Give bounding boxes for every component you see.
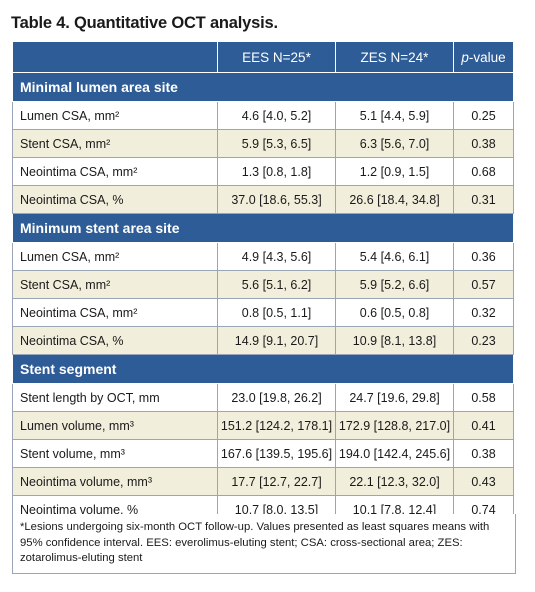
zes-value: 194.0 [142.4, 245.6]	[335, 439, 454, 468]
section-header-row: Minimum stent area site	[12, 213, 514, 243]
header-p-italic: p	[461, 49, 469, 65]
table-body: Minimal lumen area site Lumen CSA, mm² 4.6…	[12, 72, 514, 524]
p-value: 0.43	[453, 467, 514, 496]
table-row: Stent volume, mm³ 167.6 [139.5, 195.6] 194…	[12, 439, 514, 468]
p-value: 0.41	[453, 411, 514, 440]
header-ees: EES N=25*	[217, 41, 336, 73]
ees-value: 0.8 [0.5, 1.1]	[217, 298, 336, 327]
row-label: Lumen CSA, mm²	[12, 242, 218, 271]
row-label: Neointima CSA, mm²	[12, 157, 218, 186]
row-label: Stent CSA, mm²	[12, 129, 218, 158]
p-value: 0.32	[453, 298, 514, 327]
row-label: Stent CSA, mm²	[12, 270, 218, 299]
table-footnote: *Lesions undergoing six-month OCT follow…	[12, 514, 516, 574]
ees-value: 167.6 [139.5, 195.6]	[217, 439, 336, 468]
section-title: Minimum stent area site	[12, 213, 514, 243]
zes-value: 24.7 [19.6, 29.8]	[335, 383, 454, 412]
row-label: Stent length by OCT, mm	[12, 383, 218, 412]
p-value: 0.57	[453, 270, 514, 299]
section-header-row: Minimal lumen area site	[12, 72, 514, 102]
zes-value: 5.1 [4.4, 5.9]	[335, 101, 454, 130]
row-label: Stent volume, mm³	[12, 439, 218, 468]
header-label-cell	[12, 41, 218, 73]
header-p-rest: -value	[468, 49, 506, 65]
row-label: Neointima CSA, %	[12, 185, 218, 214]
p-value: 0.38	[453, 439, 514, 468]
zes-value: 10.9 [8.1, 13.8]	[335, 326, 454, 355]
p-value: 0.36	[453, 242, 514, 271]
section-header-row: Stent segment	[12, 354, 514, 384]
table-row: Stent CSA, mm² 5.9 [5.3, 6.5] 6.3 [5.6, 7.…	[12, 129, 514, 158]
table-row: Stent CSA, mm² 5.6 [5.1, 6.2] 5.9 [5.2, 6.…	[12, 270, 514, 299]
zes-value: 0.6 [0.5, 0.8]	[335, 298, 454, 327]
p-value: 0.23	[453, 326, 514, 355]
zes-value: 5.4 [4.6, 6.1]	[335, 242, 454, 271]
p-value: 0.31	[453, 185, 514, 214]
p-value: 0.25	[453, 101, 514, 130]
table-header-row: EES N=25* ZES N=24* p-value	[12, 41, 514, 73]
ees-value: 4.6 [4.0, 5.2]	[217, 101, 336, 130]
row-label: Neointima CSA, mm²	[12, 298, 218, 327]
section-title: Minimal lumen area site	[12, 72, 514, 102]
table-row: Neointima CSA, % 37.0 [18.6, 55.3] 26.6 [1…	[12, 185, 514, 214]
p-value: 0.68	[453, 157, 514, 186]
ees-value: 151.2 [124.2, 178.1]	[217, 411, 336, 440]
table-row: Neointima volume, mm³ 17.7 [12.7, 22.7] 22…	[12, 467, 514, 496]
zes-value: 6.3 [5.6, 7.0]	[335, 129, 454, 158]
ees-value: 37.0 [18.6, 55.3]	[217, 185, 336, 214]
header-p-value: p-value	[453, 41, 514, 73]
ees-value: 23.0 [19.8, 26.2]	[217, 383, 336, 412]
row-label: Lumen volume, mm³	[12, 411, 218, 440]
zes-value: 172.9 [128.8, 217.0]	[335, 411, 454, 440]
ees-value: 5.9 [5.3, 6.5]	[217, 129, 336, 158]
table-row: Lumen CSA, mm² 4.9 [4.3, 5.6] 5.4 [4.6, 6.…	[12, 242, 514, 271]
row-label: Lumen CSA, mm²	[12, 101, 218, 130]
table-title: Table 4. Quantitative OCT analysis.	[11, 14, 278, 32]
table-row: Lumen CSA, mm² 4.6 [4.0, 5.2] 5.1 [4.4, 5.…	[12, 101, 514, 130]
ees-value: 4.9 [4.3, 5.6]	[217, 242, 336, 271]
row-label: Neointima volume, mm³	[12, 467, 218, 496]
p-value: 0.38	[453, 129, 514, 158]
ees-value: 14.9 [9.1, 20.7]	[217, 326, 336, 355]
row-label: Neointima CSA, %	[12, 326, 218, 355]
table-row: Lumen volume, mm³ 151.2 [124.2, 178.1] 172…	[12, 411, 514, 440]
zes-value: 26.6 [18.4, 34.8]	[335, 185, 454, 214]
table-row: Stent length by OCT, mm 23.0 [19.8, 26.2]…	[12, 383, 514, 412]
oct-analysis-table: EES N=25* ZES N=24* p-value Minimal lume…	[12, 41, 514, 524]
table-row: Neointima CSA, mm² 1.3 [0.8, 1.8] 1.2 [0.9…	[12, 157, 514, 186]
ees-value: 1.3 [0.8, 1.8]	[217, 157, 336, 186]
zes-value: 22.1 [12.3, 32.0]	[335, 467, 454, 496]
zes-value: 5.9 [5.2, 6.6]	[335, 270, 454, 299]
section-title: Stent segment	[12, 354, 514, 384]
zes-value: 1.2 [0.9, 1.5]	[335, 157, 454, 186]
ees-value: 17.7 [12.7, 22.7]	[217, 467, 336, 496]
p-value: 0.58	[453, 383, 514, 412]
header-zes: ZES N=24*	[335, 41, 454, 73]
table-row: Neointima CSA, mm² 0.8 [0.5, 1.1] 0.6 [0.5…	[12, 298, 514, 327]
ees-value: 5.6 [5.1, 6.2]	[217, 270, 336, 299]
table-row: Neointima CSA, % 14.9 [9.1, 20.7] 10.9 [8.…	[12, 326, 514, 355]
